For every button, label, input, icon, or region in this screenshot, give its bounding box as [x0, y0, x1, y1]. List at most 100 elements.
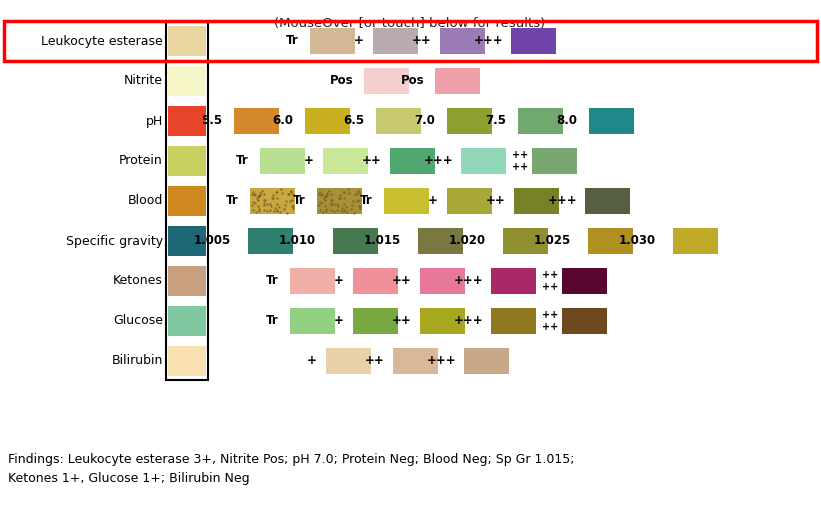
Text: +: +	[428, 194, 438, 207]
Point	[258, 199, 271, 207]
Bar	[562, 268, 607, 294]
Point	[273, 203, 286, 211]
Point	[250, 194, 264, 202]
Bar	[420, 268, 465, 294]
Text: +++: +++	[454, 275, 484, 288]
Point	[270, 194, 283, 202]
Point	[343, 189, 356, 197]
Point	[270, 188, 283, 196]
Point	[330, 206, 343, 215]
Bar	[168, 186, 206, 216]
Point	[267, 193, 280, 202]
Text: Tr: Tr	[266, 275, 278, 288]
Bar	[532, 148, 577, 174]
Bar	[447, 108, 492, 134]
Point	[287, 202, 300, 210]
Point	[260, 200, 273, 208]
Point	[324, 196, 337, 205]
Bar	[491, 268, 536, 294]
Text: +++: +++	[427, 354, 456, 367]
Point	[314, 188, 327, 196]
Text: ++: ++	[486, 194, 506, 207]
Bar	[248, 228, 293, 254]
Point	[257, 206, 270, 214]
Point	[340, 203, 353, 211]
Point	[284, 188, 297, 196]
Point	[323, 187, 336, 195]
Bar	[234, 108, 279, 134]
Bar	[376, 108, 421, 134]
Text: Pos: Pos	[401, 75, 424, 88]
Point	[252, 191, 265, 200]
Bar	[440, 28, 485, 54]
Text: Tr: Tr	[286, 34, 298, 47]
Bar	[168, 266, 206, 296]
Point	[270, 207, 283, 215]
Bar	[373, 28, 418, 54]
Point	[314, 205, 327, 214]
Point	[255, 187, 268, 195]
Point	[254, 189, 267, 197]
Text: Nitrite: Nitrite	[124, 75, 163, 88]
Point	[267, 191, 280, 199]
Point	[270, 200, 283, 208]
Point	[352, 187, 365, 195]
Point	[275, 185, 288, 193]
Point	[249, 199, 262, 207]
Text: 1.015: 1.015	[364, 234, 401, 247]
Point	[314, 191, 328, 199]
Bar	[290, 308, 335, 334]
Point	[283, 190, 296, 198]
Bar	[168, 26, 206, 56]
Bar	[260, 148, 305, 174]
Point	[246, 201, 259, 209]
Point	[268, 203, 281, 212]
Point	[337, 200, 351, 208]
Point	[246, 188, 259, 196]
Point	[351, 196, 364, 205]
Point	[319, 192, 333, 200]
Point	[337, 194, 351, 202]
Bar	[562, 308, 607, 334]
Point	[353, 204, 366, 213]
Point	[278, 201, 291, 209]
Text: Bilirubin: Bilirubin	[112, 354, 163, 367]
Bar	[503, 228, 548, 254]
Bar	[326, 348, 371, 374]
Text: 1.010: 1.010	[278, 234, 315, 247]
Bar	[435, 68, 480, 94]
Point	[271, 206, 284, 214]
Text: +: +	[334, 275, 344, 288]
Point	[267, 207, 280, 215]
Bar	[168, 146, 206, 176]
Text: 7.0: 7.0	[415, 115, 435, 128]
Point	[320, 191, 333, 200]
Text: 7.5: 7.5	[485, 115, 507, 128]
Bar	[393, 348, 438, 374]
Point	[333, 193, 346, 202]
Point	[331, 202, 344, 210]
Text: +: +	[354, 34, 364, 47]
Bar	[589, 108, 634, 134]
Text: ++: ++	[392, 315, 412, 328]
Point	[252, 192, 265, 200]
Point	[286, 202, 299, 210]
Text: ++: ++	[542, 282, 558, 292]
Point	[353, 190, 366, 199]
Text: Protein: Protein	[119, 155, 163, 167]
Point	[349, 190, 362, 198]
Point	[258, 196, 271, 205]
Point	[247, 191, 260, 199]
Point	[345, 201, 358, 209]
Point	[317, 208, 330, 216]
Text: ++: ++	[542, 322, 558, 332]
Text: +: +	[304, 155, 314, 167]
Bar	[168, 66, 206, 96]
Point	[319, 191, 333, 200]
Bar	[588, 228, 633, 254]
Point	[282, 190, 295, 198]
Point	[319, 207, 333, 215]
Point	[245, 190, 259, 199]
Text: Tr: Tr	[236, 155, 249, 167]
Text: Tr: Tr	[266, 315, 278, 328]
